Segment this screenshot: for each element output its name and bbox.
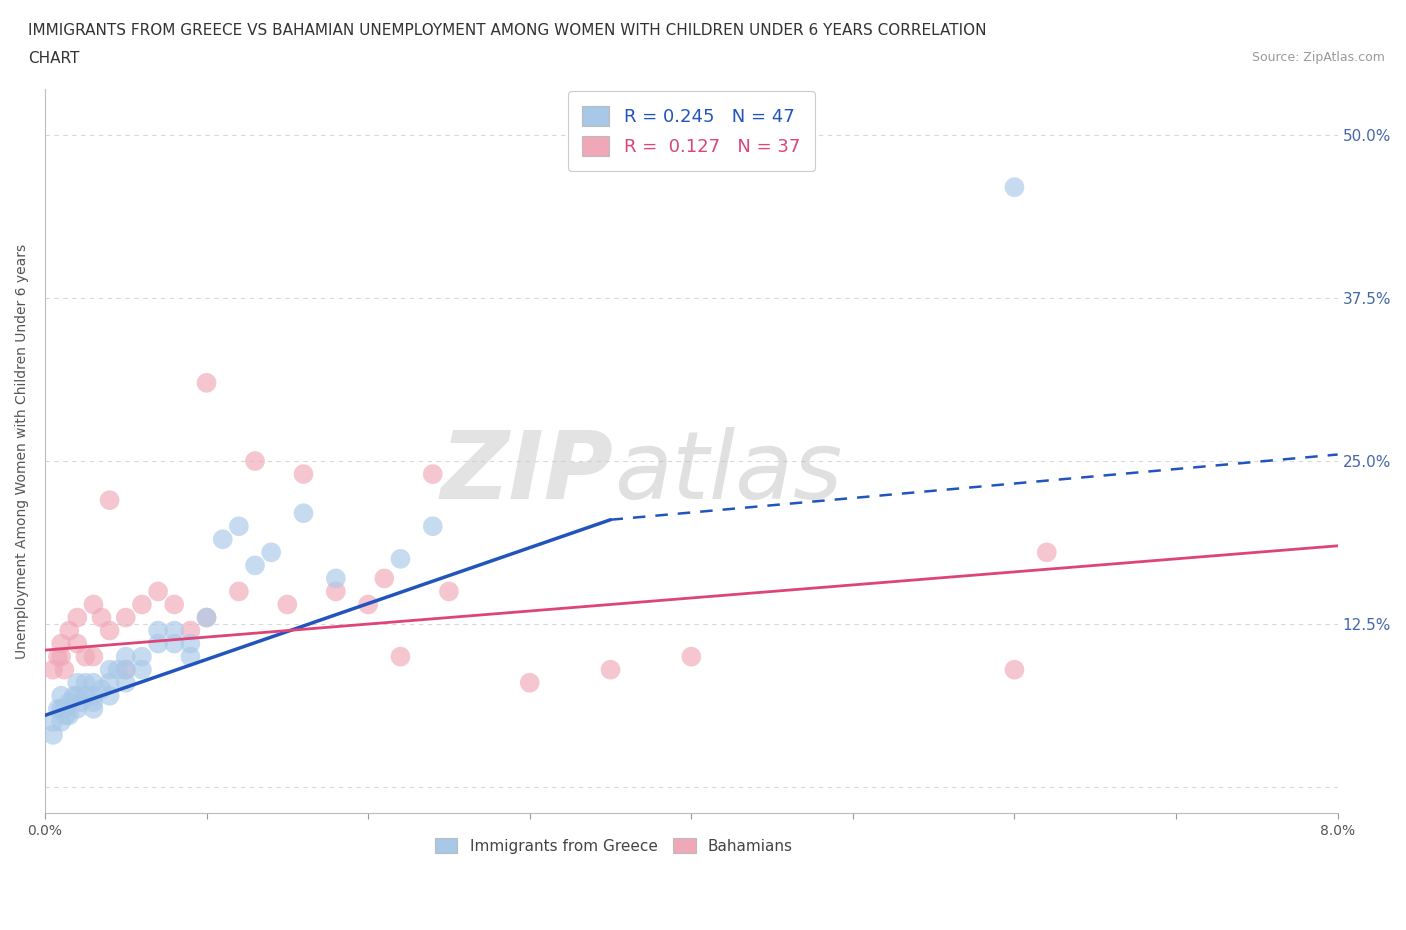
Point — [146, 623, 169, 638]
Point — [260, 545, 283, 560]
Point — [114, 610, 136, 625]
Point — [114, 649, 136, 664]
Point — [389, 649, 412, 664]
Point — [66, 675, 89, 690]
Point — [82, 649, 104, 664]
Point — [42, 662, 65, 677]
Point — [114, 662, 136, 677]
Point — [1004, 179, 1026, 194]
Point — [179, 623, 201, 638]
Point — [75, 649, 97, 664]
Point — [82, 688, 104, 703]
Point — [146, 636, 169, 651]
Point — [325, 584, 347, 599]
Point — [179, 636, 201, 651]
Point — [243, 558, 266, 573]
Text: atlas: atlas — [614, 428, 842, 519]
Point — [46, 701, 69, 716]
Point — [437, 584, 460, 599]
Text: Source: ZipAtlas.com: Source: ZipAtlas.com — [1251, 51, 1385, 64]
Point — [75, 688, 97, 703]
Point — [243, 454, 266, 469]
Point — [422, 519, 444, 534]
Point — [53, 701, 76, 716]
Point — [42, 714, 65, 729]
Point — [66, 636, 89, 651]
Point — [519, 675, 541, 690]
Point — [66, 610, 89, 625]
Point — [389, 551, 412, 566]
Point — [146, 584, 169, 599]
Point — [98, 675, 121, 690]
Point — [131, 662, 153, 677]
Point — [82, 675, 104, 690]
Point — [98, 623, 121, 638]
Y-axis label: Unemployment Among Women with Children Under 6 years: Unemployment Among Women with Children U… — [15, 244, 30, 658]
Point — [131, 649, 153, 664]
Point — [66, 688, 89, 703]
Point — [75, 675, 97, 690]
Point — [53, 662, 76, 677]
Point — [195, 610, 218, 625]
Point — [90, 682, 112, 697]
Text: CHART: CHART — [28, 51, 80, 66]
Point — [58, 708, 80, 723]
Point — [55, 708, 77, 723]
Point — [1004, 662, 1026, 677]
Point — [599, 662, 621, 677]
Text: ZIP: ZIP — [441, 427, 614, 519]
Point — [49, 688, 72, 703]
Point — [114, 675, 136, 690]
Point — [1036, 545, 1059, 560]
Point — [179, 649, 201, 664]
Point — [69, 695, 91, 710]
Point — [98, 493, 121, 508]
Point — [82, 701, 104, 716]
Point — [211, 532, 233, 547]
Point — [49, 636, 72, 651]
Point — [49, 701, 72, 716]
Point — [195, 610, 218, 625]
Point — [82, 695, 104, 710]
Text: IMMIGRANTS FROM GREECE VS BAHAMIAN UNEMPLOYMENT AMONG WOMEN WITH CHILDREN UNDER : IMMIGRANTS FROM GREECE VS BAHAMIAN UNEMP… — [28, 23, 987, 38]
Point — [114, 662, 136, 677]
Point — [163, 597, 186, 612]
Point — [292, 467, 315, 482]
Point — [107, 662, 129, 677]
Point — [195, 376, 218, 391]
Point — [276, 597, 298, 612]
Point — [292, 506, 315, 521]
Point — [98, 662, 121, 677]
Point — [325, 571, 347, 586]
Point — [131, 597, 153, 612]
Point — [163, 636, 186, 651]
Point — [90, 610, 112, 625]
Point — [163, 623, 186, 638]
Point — [58, 623, 80, 638]
Point — [49, 649, 72, 664]
Point — [357, 597, 380, 612]
Legend: Immigrants from Greece, Bahamians: Immigrants from Greece, Bahamians — [429, 831, 799, 859]
Point — [82, 597, 104, 612]
Point — [66, 701, 89, 716]
Point — [422, 467, 444, 482]
Point — [63, 688, 86, 703]
Point — [373, 571, 395, 586]
Point — [46, 649, 69, 664]
Point — [49, 714, 72, 729]
Point — [42, 727, 65, 742]
Point — [98, 688, 121, 703]
Point — [681, 649, 703, 664]
Point — [58, 695, 80, 710]
Point — [228, 584, 250, 599]
Point — [228, 519, 250, 534]
